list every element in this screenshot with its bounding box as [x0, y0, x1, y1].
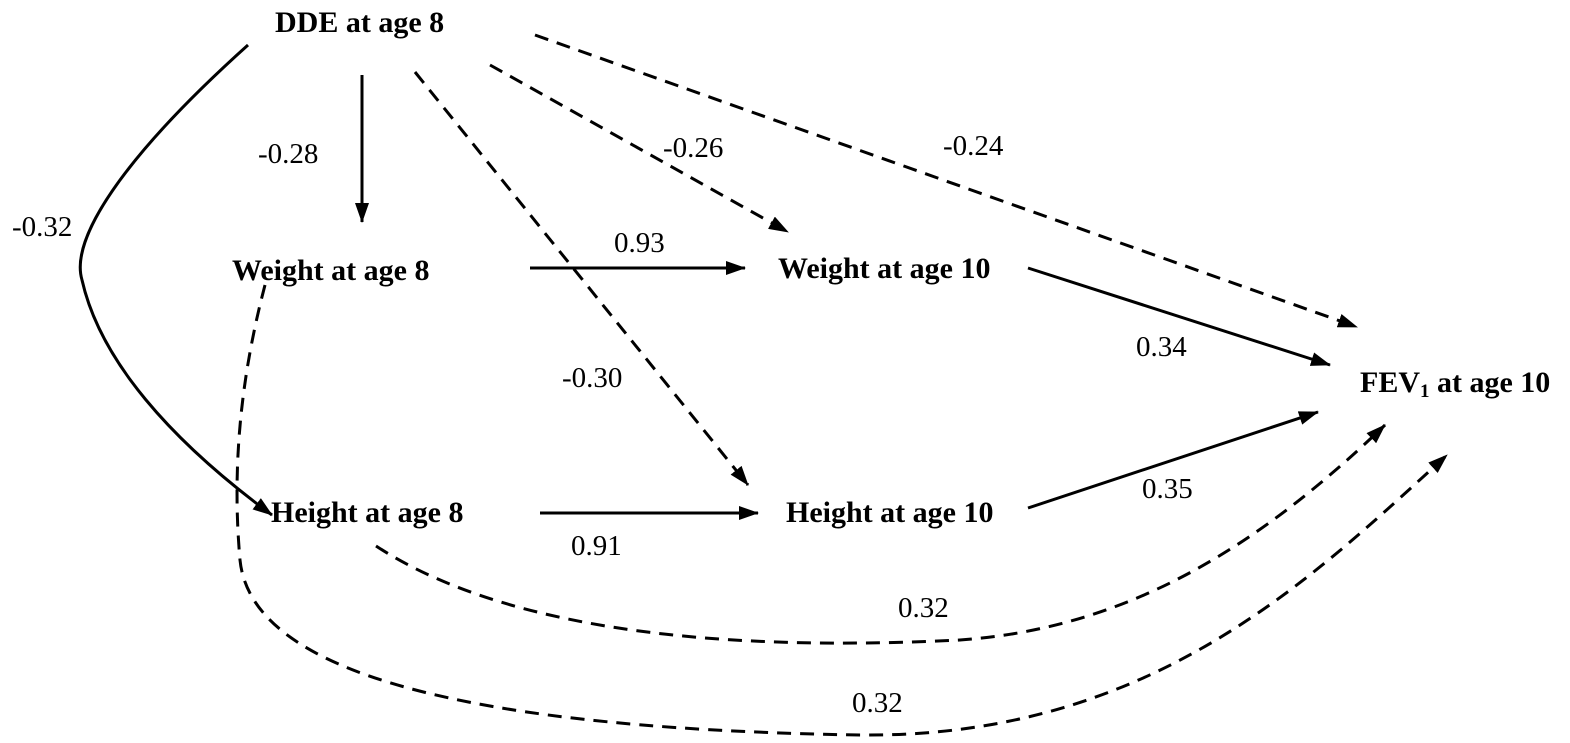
coef-weight8-weight10: 0.93 [614, 227, 665, 259]
node-weight-age8: Weight at age 8 [232, 254, 429, 287]
edge-height8-fev10 [375, 423, 1387, 645]
node-height-age10: Height at age 10 [786, 496, 993, 529]
edge-dde8-weight10 [489, 63, 789, 234]
fev-prefix: FEV [1360, 366, 1420, 399]
node-fev1-age10: FEV1 at age 10 [1360, 366, 1550, 402]
node-height-age8: Height at age 8 [271, 496, 463, 529]
coef-dde8-fev10: -0.24 [943, 130, 1004, 162]
node-weight-age10: Weight at age 10 [778, 252, 990, 285]
edge-dde8-fev10 [534, 33, 1358, 329]
edge-weight10-fev10 [1027, 266, 1331, 367]
coef-dde8-height10: -0.30 [562, 362, 622, 394]
coef-dde8-weight10: -0.26 [663, 132, 723, 164]
coef-height8-height10: 0.91 [571, 530, 622, 562]
coef-weight10-fev10: 0.34 [1136, 331, 1187, 363]
edge-weight8-fev10 [235, 284, 1449, 737]
edge-dde8-height10 [413, 71, 750, 486]
node-dde-age8: DDE at age 8 [275, 6, 444, 39]
coef-dde8-height8: -0.32 [12, 211, 72, 243]
coef-height8-fev10: 0.32 [898, 592, 949, 624]
edge-height10-fev10 [1027, 410, 1319, 510]
edge-dde8-height8 [78, 43, 273, 517]
coef-weight8-fev10: 0.32 [852, 687, 903, 719]
coef-height10-fev10: 0.35 [1142, 473, 1193, 505]
fev-subscript: 1 [1420, 381, 1430, 402]
fev-suffix: at age 10 [1430, 366, 1551, 399]
coef-dde8-weight8: -0.28 [258, 138, 318, 170]
